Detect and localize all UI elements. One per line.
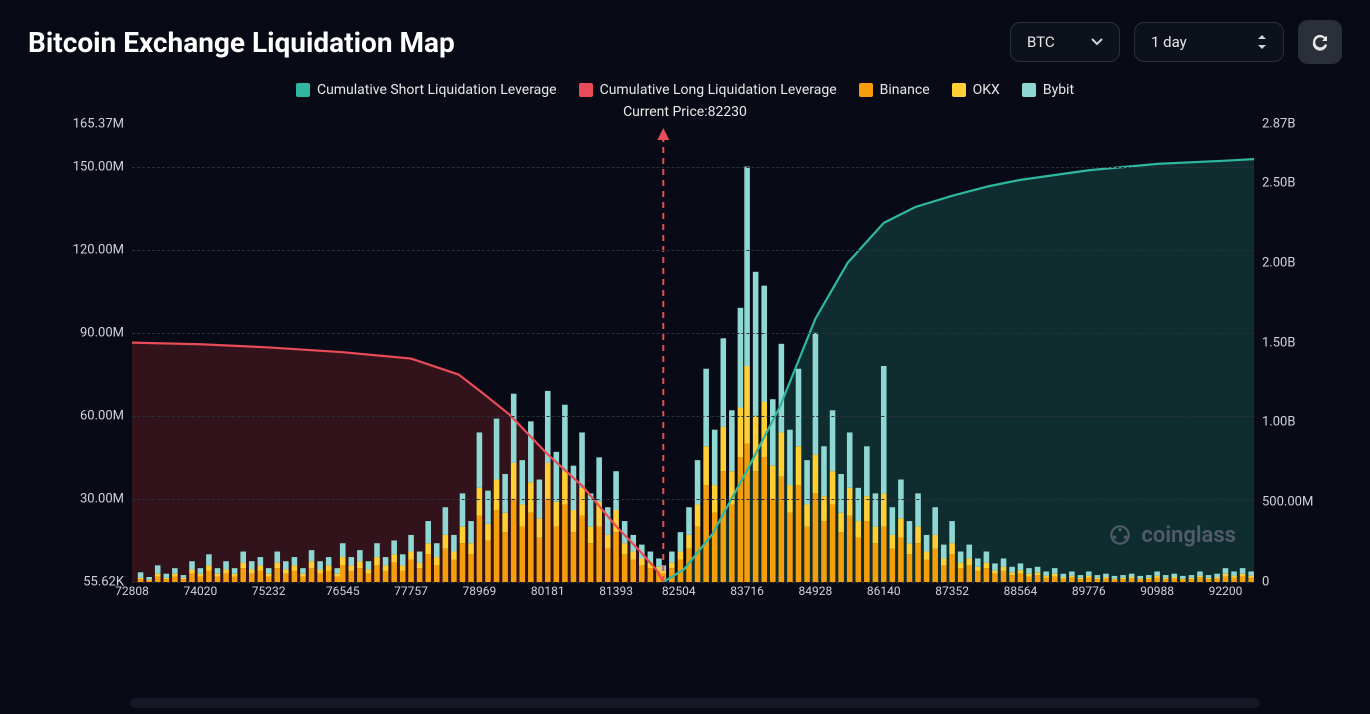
y-right-tick: 2.87B	[1262, 117, 1342, 132]
grid-line	[132, 582, 1254, 583]
legend-item[interactable]: Bybit	[1022, 82, 1074, 98]
chart: 165.37M150.00M120.00M90.00M60.00M30.00M5…	[28, 124, 1342, 604]
legend-label: OKX	[973, 82, 1000, 98]
legend-swatch	[859, 83, 873, 97]
legend-label: Bybit	[1043, 82, 1074, 98]
y-right-tick: 1.50B	[1262, 335, 1342, 350]
x-tick: 77757	[394, 584, 428, 598]
x-tick: 90988	[1140, 584, 1174, 598]
x-tick: 84928	[799, 584, 833, 598]
x-tick: 86140	[867, 584, 901, 598]
legend-item[interactable]: Binance	[859, 82, 930, 98]
refresh-button[interactable]	[1298, 20, 1342, 64]
legend-swatch	[952, 83, 966, 97]
plot-area: coinglass	[132, 124, 1254, 582]
y-left-tick: 120.00M	[28, 242, 124, 257]
grid-line	[132, 416, 1254, 417]
coin-select-value: BTC	[1027, 33, 1055, 51]
legend-label: Binance	[880, 82, 930, 98]
x-tick: 87352	[935, 584, 969, 598]
x-axis: 7280874020752327654577757789698018181393…	[132, 584, 1254, 604]
refresh-icon	[1310, 32, 1330, 52]
x-tick: 72808	[115, 584, 149, 598]
x-tick: 89776	[1072, 584, 1106, 598]
y-left-tick: 90.00M	[28, 325, 124, 340]
y-axis-right: 2.87B2.50B2.00B1.50B1.00B500.00M0	[1262, 124, 1342, 604]
x-tick: 83716	[730, 584, 764, 598]
x-tick: 75232	[252, 584, 286, 598]
y-right-tick: 2.00B	[1262, 255, 1342, 270]
y-right-tick: 500.00M	[1262, 495, 1342, 510]
legend: Cumulative Short Liquidation Leverage Cum…	[0, 64, 1370, 102]
watermark: coinglass	[1107, 522, 1236, 548]
x-tick: 82504	[662, 584, 696, 598]
timeframe-select[interactable]: 1 day	[1134, 22, 1284, 62]
chart-scrollbar[interactable]	[130, 698, 1260, 708]
chart-svg	[132, 124, 1254, 582]
x-tick: 74020	[183, 584, 217, 598]
legend-swatch	[1022, 83, 1036, 97]
x-tick: 78969	[463, 584, 497, 598]
x-tick: 81393	[599, 584, 633, 598]
current-price-label: Current Price:82230	[0, 104, 1370, 120]
timeframe-select-value: 1 day	[1151, 33, 1187, 51]
legend-label: Cumulative Long Liquidation Leverage	[600, 82, 837, 98]
x-tick: 88564	[1004, 584, 1038, 598]
x-tick: 76545	[326, 584, 360, 598]
legend-item[interactable]: Cumulative Short Liquidation Leverage	[296, 82, 557, 98]
y-right-tick: 1.00B	[1262, 415, 1342, 430]
legend-swatch	[296, 83, 310, 97]
stepper-icon	[1257, 34, 1267, 50]
legend-item[interactable]: Cumulative Long Liquidation Leverage	[579, 82, 837, 98]
grid-line	[132, 250, 1254, 251]
y-right-tick: 0	[1262, 575, 1342, 590]
grid-line	[132, 333, 1254, 334]
controls: BTC 1 day	[1010, 20, 1342, 64]
coin-select[interactable]: BTC	[1010, 22, 1120, 62]
y-left-tick: 55.62K	[28, 574, 124, 589]
legend-swatch	[579, 83, 593, 97]
page-title: Bitcoin Exchange Liquidation Map	[28, 26, 455, 59]
y-right-tick: 2.50B	[1262, 176, 1342, 191]
y-left-tick: 165.37M	[28, 117, 124, 132]
y-left-tick: 60.00M	[28, 408, 124, 423]
legend-item[interactable]: OKX	[952, 82, 1000, 98]
header: Bitcoin Exchange Liquidation Map BTC 1 d…	[0, 0, 1370, 64]
x-tick: 92200	[1209, 584, 1243, 598]
watermark-text: coinglass	[1141, 523, 1236, 548]
grid-line	[132, 499, 1254, 500]
x-tick: 80181	[531, 584, 565, 598]
grid-line	[132, 167, 1254, 168]
y-axis-left: 165.37M150.00M120.00M90.00M60.00M30.00M5…	[28, 124, 124, 604]
y-left-tick: 30.00M	[28, 491, 124, 506]
y-left-tick: 150.00M	[28, 159, 124, 174]
legend-label: Cumulative Short Liquidation Leverage	[317, 82, 557, 98]
chevron-down-icon	[1091, 38, 1103, 46]
